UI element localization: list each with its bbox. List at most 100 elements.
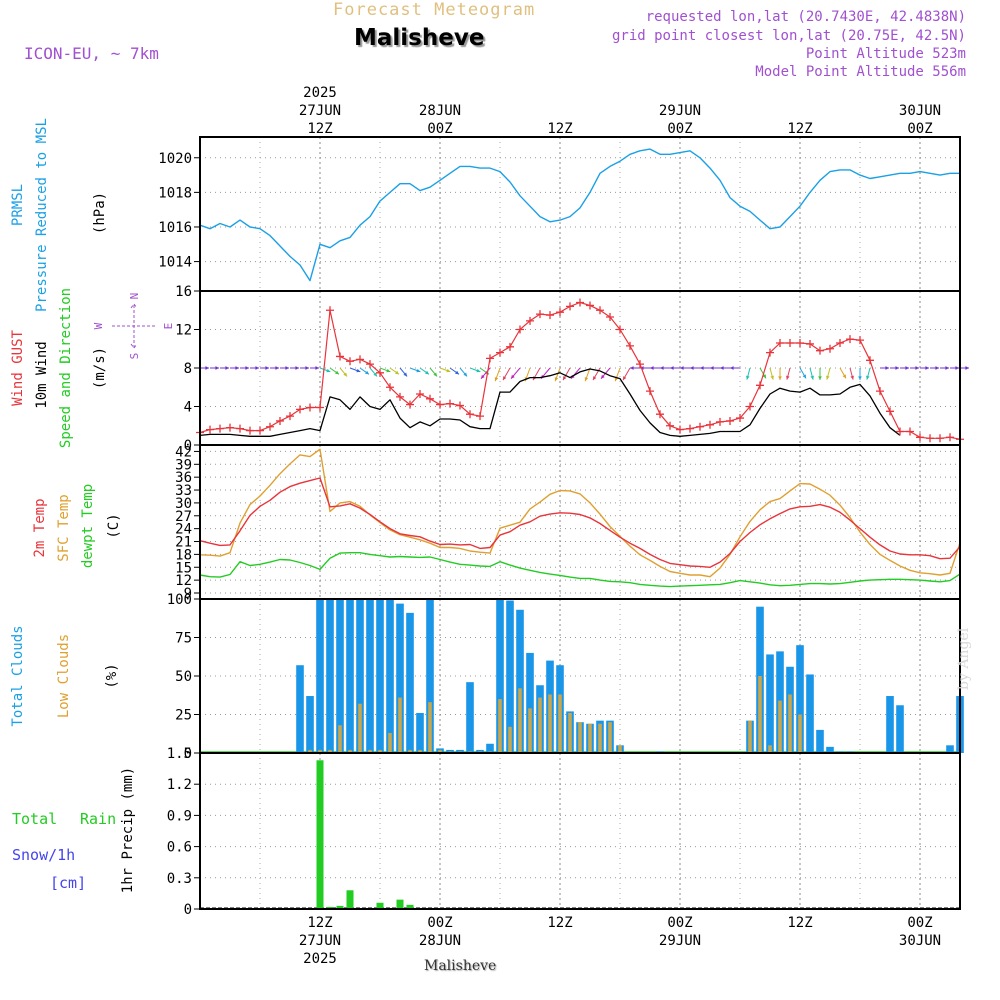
wind-gust-marker (796, 338, 804, 347)
wind-gust-marker (856, 336, 864, 345)
clouds-y-tick-label: 75 (175, 631, 192, 647)
low-cloud-bar (618, 745, 622, 753)
wind-arrow-head (416, 368, 421, 373)
wind-gust-marker (236, 424, 244, 433)
wind-arrow-head (494, 377, 499, 382)
top-time-label: 00Z (667, 121, 692, 137)
wind-arrow-head (778, 376, 782, 380)
wind-gust-marker (376, 368, 384, 377)
precip-panel-frame (199, 752, 961, 910)
total-cloud-bar (446, 749, 454, 753)
wind-gust-marker (566, 302, 574, 311)
wind-arrow-head (955, 366, 959, 370)
wind-gust-marker (696, 422, 704, 431)
precip-y-tick-label: 1.2 (167, 777, 192, 793)
wind-arrow-head (802, 374, 806, 379)
bottom-time-label: 29JUN (659, 933, 701, 949)
station-title: Malisheve (354, 25, 485, 51)
footer-station: Malisheve (424, 958, 497, 974)
wind-gust-marker (506, 342, 514, 351)
low-cloud-bar (418, 749, 422, 753)
wind-gust-marker (846, 335, 854, 344)
point-altitude: Point Altitude 523m (805, 46, 966, 62)
wind-gust-marker (396, 392, 404, 401)
low-cloud-bar (428, 702, 432, 753)
wind-gust-marker (306, 403, 314, 412)
wind-arrow-head (630, 366, 634, 370)
wind-arrow-head (343, 372, 348, 377)
dewpoint-title: dewpt Temp (80, 484, 96, 568)
low-cloud-bar (398, 697, 402, 753)
wind-arrow-head (700, 366, 704, 370)
bottom-time-label: 12Z (307, 915, 332, 931)
bottom-time-label: 2025 (303, 951, 337, 967)
wind-gust-marker (716, 417, 724, 426)
total-cloud-bar (406, 612, 414, 753)
wind-gust-marker (286, 412, 294, 421)
low-cloud-bar (368, 749, 372, 753)
wind-arrow-head (650, 366, 654, 370)
pressure-y-tick-label: 1016 (158, 220, 192, 236)
wind-arrow-head (885, 366, 889, 370)
wind-gust-marker (786, 338, 794, 347)
wind-gust-marker (256, 426, 264, 435)
precip-rain-title: Rain (80, 810, 116, 828)
top-time-label: 29JUN (659, 103, 701, 119)
temp-y-tick-label: 27 (175, 509, 192, 525)
wind-arrow-head (446, 368, 451, 373)
temp-y-tick-label: 21 (175, 535, 192, 551)
precip-snow-title: Snow/1h (12, 846, 75, 864)
wind-arrow-head (905, 366, 909, 370)
temp-y-tick-label: 24 (175, 522, 192, 538)
wind-title: 10m Wind (34, 341, 50, 408)
wind-arrow-head (720, 366, 724, 370)
wind-arrow-head (710, 366, 714, 370)
bottom-time-label: 27JUN (299, 933, 341, 949)
wind-y-tick-label: 16 (175, 284, 192, 300)
wind-arrow-head (275, 366, 279, 370)
rain-bar (396, 899, 404, 909)
rain-bar (336, 905, 344, 909)
wind-gust-marker (826, 344, 834, 353)
wind-gust-marker (886, 407, 894, 416)
low-cloud-bar (758, 676, 762, 753)
low-cloud-bar (358, 703, 362, 753)
wind-unit: (m/s) (92, 347, 108, 389)
wind-direction-title: Speed and Direction (58, 288, 74, 448)
low-cloud-bar (388, 732, 392, 753)
wind-y-tick-label: 12 (175, 323, 192, 339)
pressure-y-tick-label: 1018 (158, 185, 192, 201)
wind-gust-marker (746, 402, 754, 411)
wind-arrow-head (690, 366, 694, 370)
temp-y-tick-label: 15 (175, 560, 192, 576)
wind-gust-marker (866, 356, 874, 365)
bottom-time-label: 00Z (427, 915, 452, 931)
low-cloud-bar (778, 700, 782, 753)
total-cloud-bar (306, 696, 314, 753)
wind-gust-marker (706, 420, 714, 429)
wind-arrow-head (481, 374, 485, 379)
wind-arrow-head (770, 375, 774, 380)
wind-gust-marker (736, 414, 744, 423)
temp-y-tick-label: 12 (175, 573, 192, 589)
total-cloud-bar (336, 599, 344, 753)
total-cloud-bar (466, 682, 474, 753)
precip-ylabel: 1hr Precip (mm) (120, 767, 136, 893)
top-time-label: 00Z (427, 121, 452, 137)
wind-arrow-head (915, 366, 919, 370)
wind-gust-marker (336, 352, 344, 361)
requested-location: requested lon,lat (20.7430E, 42.4838N) (645, 9, 966, 25)
wind-gust-line (199, 301, 961, 440)
low-cloud-bar (438, 749, 442, 753)
wind-arrow-head (945, 366, 949, 370)
wind-gust-marker (386, 383, 394, 392)
top-time-label: 12Z (307, 121, 332, 137)
total-cloud-bar (946, 745, 954, 753)
wind-gust-marker (726, 416, 734, 425)
wind-gust-marker (206, 425, 214, 434)
total-cloud-bar (816, 729, 824, 753)
wind-gust-marker (456, 401, 464, 410)
wind-arrow-head (680, 366, 684, 370)
wind-gust-marker (686, 424, 694, 433)
rain-bar (406, 904, 414, 909)
